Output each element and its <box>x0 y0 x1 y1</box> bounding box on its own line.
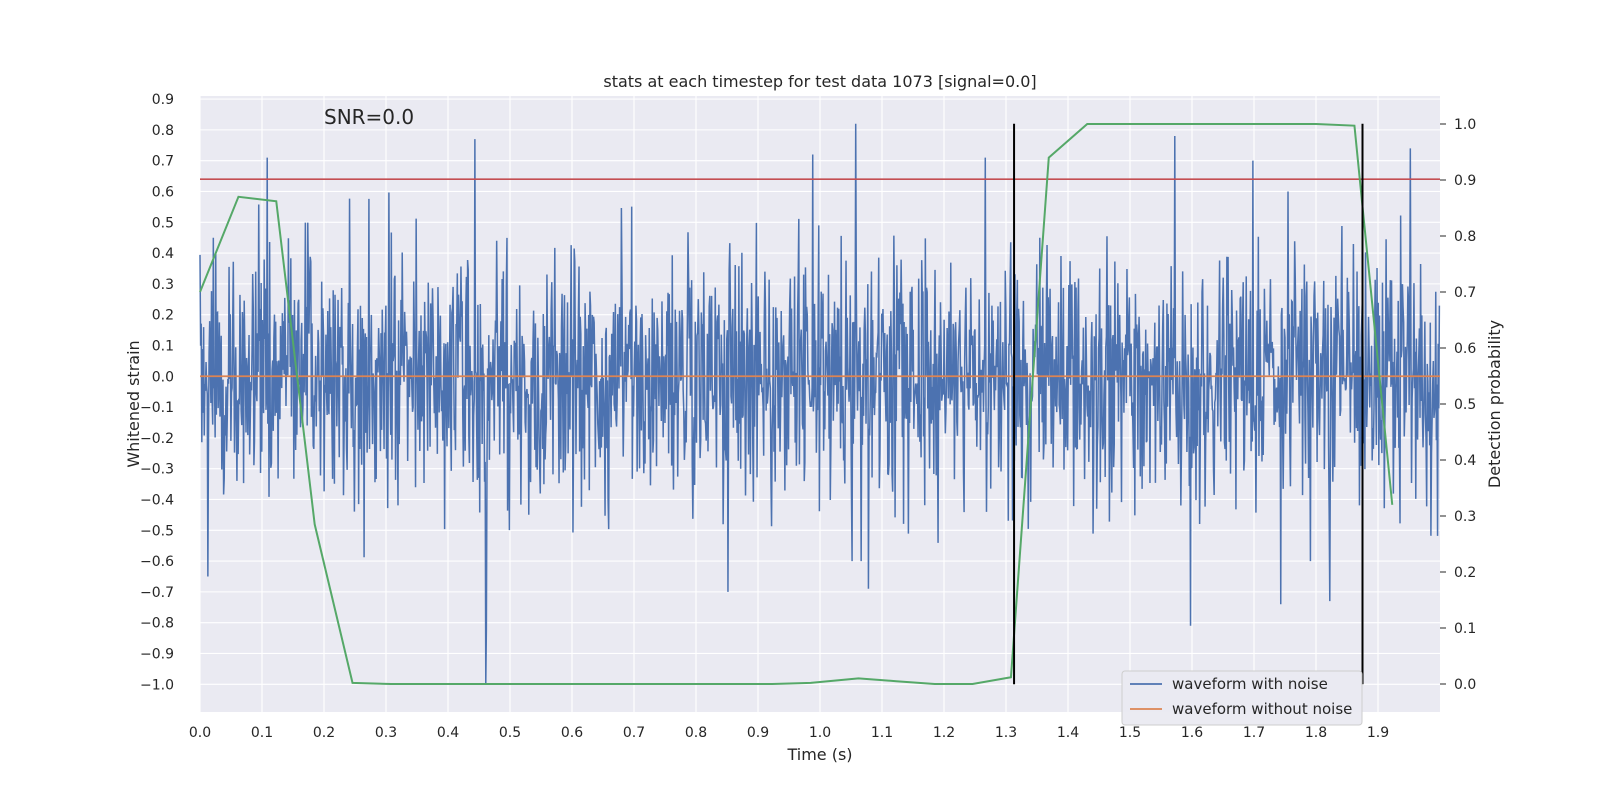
x-tick-label: 1.3 <box>995 725 1017 741</box>
x-tick-label: 1.9 <box>1367 725 1389 741</box>
series-detection-probability <box>199 123 1394 685</box>
x-tick-label: 0.9 <box>747 725 769 741</box>
y2-axis-label: Detection probability <box>1485 320 1504 488</box>
y2-tick-label: 0.3 <box>1454 509 1476 525</box>
x-tick-label: 0.8 <box>685 725 707 741</box>
y-tick-label: 0.5 <box>152 215 174 231</box>
y-tick-label: −1.0 <box>140 677 174 693</box>
x-tick-label: 1.1 <box>871 725 893 741</box>
y-tick-label: −0.7 <box>140 585 174 601</box>
y2-tick-label: 0.5 <box>1454 397 1476 413</box>
y2-tick-label: 1.0 <box>1454 117 1476 133</box>
y2-tick-label: 0.0 <box>1454 677 1476 693</box>
x-tick-label: 0.4 <box>437 725 459 741</box>
x-tick-label: 0.2 <box>313 725 335 741</box>
legend-box <box>1121 670 1363 726</box>
y-tick-label: 0.4 <box>152 246 174 262</box>
y2-tick-label: 0.9 <box>1454 173 1476 189</box>
x-tick-label: 0.0 <box>189 725 211 741</box>
series-waveform-with-noise <box>199 123 1441 685</box>
x-tick-label: 1.2 <box>933 725 955 741</box>
y-tick-label: 0.0 <box>152 369 174 385</box>
x-tick-label: 0.5 <box>499 725 521 741</box>
x-tick-label: 1.6 <box>1181 725 1203 741</box>
x-axis-label: Time (s) <box>786 745 852 764</box>
y2-tick-label: 0.8 <box>1454 229 1476 245</box>
x-axis-ticks: 0.0 0.1 0.2 0.3 0.4 0.5 0.6 0.7 0.8 0.9 1.0 1.1 1.2 1… <box>189 725 1389 741</box>
x-tick-label: 1.5 <box>1119 725 1141 741</box>
y-tick-label: −0.4 <box>140 492 174 508</box>
y-tick-label: 0.3 <box>152 277 174 293</box>
y-tick-label: 0.8 <box>152 123 174 139</box>
x-tick-label: 0.6 <box>561 725 583 741</box>
x-tick-label: 1.0 <box>809 725 831 741</box>
y-axis-ticks: 0.9 0.8 0.7 0.6 0.5 0.4 0.3 0.2 0.1 0.0 −0.1 −0.2 −0… <box>140 92 174 693</box>
y2-tick-label: 0.7 <box>1454 285 1476 301</box>
snr-annotation: SNR=0.0 <box>324 105 414 129</box>
x-tick-label: 1.8 <box>1305 725 1327 741</box>
y-tick-label: −0.8 <box>140 616 174 632</box>
y-tick-label: 0.7 <box>152 154 174 170</box>
y2-tick-label: 0.2 <box>1454 565 1476 581</box>
y-tick-label: −0.3 <box>140 462 174 478</box>
legend-label-clean: waveform without noise <box>1172 700 1352 718</box>
y-tick-label: −0.9 <box>140 646 174 662</box>
chart-title: stats at each timestep for test data 107… <box>603 72 1036 91</box>
y-tick-label: −0.5 <box>140 523 174 539</box>
y-axis-label: Whitened strain <box>124 340 143 467</box>
x-tick-label: 1.4 <box>1057 725 1079 741</box>
y-tick-label: 0.2 <box>152 308 174 324</box>
y-tick-label: 0.1 <box>152 338 174 354</box>
y-tick-label: −0.6 <box>140 554 174 570</box>
y2-tick-label: 0.4 <box>1454 453 1476 469</box>
x-tick-label: 0.3 <box>375 725 397 741</box>
y-tick-label: 0.6 <box>152 184 174 200</box>
legend: waveform with noise waveform without noi… <box>1121 670 1363 726</box>
x-tick-label: 0.1 <box>251 725 273 741</box>
y2-tick-label: 0.6 <box>1454 341 1476 357</box>
x-tick-label: 1.7 <box>1243 725 1265 741</box>
y-tick-label: −0.2 <box>140 431 174 447</box>
series-layer <box>199 123 1441 685</box>
y2-tick-label: 0.1 <box>1454 621 1476 637</box>
y2-axis-ticks: 1.0 0.9 0.8 0.7 0.6 0.5 0.4 0.3 0.2 0.1 0.0 <box>1440 117 1476 693</box>
legend-label-noise: waveform with noise <box>1172 675 1328 693</box>
x-tick-label: 0.7 <box>623 725 645 741</box>
y-tick-label: −0.1 <box>140 400 174 416</box>
y-tick-label: 0.9 <box>152 92 174 108</box>
